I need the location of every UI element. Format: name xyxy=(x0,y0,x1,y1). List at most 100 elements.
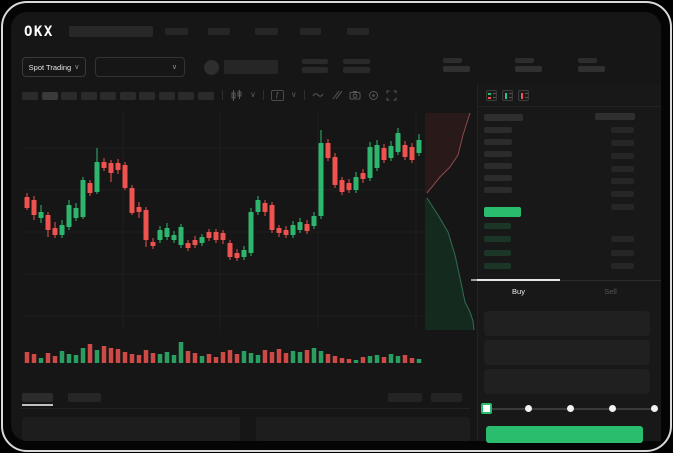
candle-body xyxy=(304,224,310,231)
tab-sell[interactable]: Sell xyxy=(604,287,617,296)
indicators-icon[interactable]: ƒ xyxy=(270,89,284,101)
candle-body xyxy=(346,183,352,190)
volume-bar xyxy=(108,348,114,363)
volume-bar xyxy=(171,355,177,363)
ask-row-placeholder[interactable] xyxy=(484,187,512,193)
amount-input-placeholder[interactable] xyxy=(484,340,650,365)
depth-asks-line xyxy=(426,112,471,194)
pair-name-placeholder xyxy=(224,60,278,74)
nav-item-placeholder[interactable] xyxy=(347,28,369,35)
volume-bar xyxy=(24,352,30,363)
stat-value-placeholder xyxy=(302,67,328,73)
volume-bar xyxy=(150,353,156,363)
timeframe-button-placeholder[interactable] xyxy=(22,92,38,100)
candle-body xyxy=(416,140,422,153)
bid-row-placeholder[interactable] xyxy=(484,236,511,242)
candle-body xyxy=(374,145,380,168)
candle-body xyxy=(290,225,296,235)
market-type-dropdown[interactable]: Spot Trading ∨ xyxy=(22,57,86,77)
timeframe-button-placeholder[interactable] xyxy=(80,92,97,100)
timeframe-button-placeholder[interactable] xyxy=(119,92,136,100)
tab-divider xyxy=(477,280,661,281)
coin-avatar xyxy=(204,60,219,75)
candle-body xyxy=(255,200,261,212)
candle-body xyxy=(213,232,219,240)
book-view-asks-icon[interactable] xyxy=(518,90,529,101)
candle-body xyxy=(283,230,289,235)
bottom-tab-underline xyxy=(22,404,53,406)
screenshot-icon[interactable] xyxy=(349,90,361,100)
candle-body xyxy=(52,228,58,235)
candle-body xyxy=(31,200,37,215)
drawing-tools-icon[interactable] xyxy=(331,90,342,100)
ask-row-placeholder[interactable] xyxy=(484,175,512,181)
candle-body xyxy=(388,146,394,158)
volume-bar xyxy=(101,346,107,363)
volume-bar xyxy=(339,358,345,363)
volume-bar xyxy=(402,355,408,363)
candle-style-icon[interactable] xyxy=(230,89,243,101)
candle-body xyxy=(409,147,415,160)
chevron-down-icon[interactable]: ∨ xyxy=(250,90,256,99)
candle-body xyxy=(157,230,163,240)
ask-row-placeholder[interactable] xyxy=(484,127,512,133)
slider-stop-75[interactable] xyxy=(608,405,616,412)
ask-row-placeholder[interactable] xyxy=(484,163,512,169)
volume-bar xyxy=(129,354,135,363)
book-amount-placeholder xyxy=(611,166,634,172)
bottom-action-placeholder[interactable] xyxy=(431,393,462,402)
ask-row-placeholder[interactable] xyxy=(484,139,512,145)
nav-item-placeholder[interactable] xyxy=(165,28,188,35)
candle-body xyxy=(360,173,366,179)
volume-bar xyxy=(38,358,44,363)
timeframe-button-placeholder[interactable] xyxy=(139,92,155,100)
timeframe-button-placeholder[interactable] xyxy=(100,92,116,100)
fullscreen-icon[interactable] xyxy=(386,90,397,101)
volume-bar xyxy=(45,353,51,363)
candle-body xyxy=(192,240,198,245)
bid-row-placeholder[interactable] xyxy=(484,223,511,229)
depth-asks-area xyxy=(425,113,470,193)
bottom-tab-active-placeholder[interactable] xyxy=(22,393,53,402)
price-input-placeholder[interactable] xyxy=(484,311,650,336)
candle-body xyxy=(94,162,100,192)
book-view-all-icon[interactable] xyxy=(486,90,497,101)
timeframe-button-placeholder[interactable] xyxy=(178,92,194,100)
candle-body xyxy=(178,227,184,245)
timeframe-button-placeholder[interactable] xyxy=(197,92,214,100)
slider-stop-100[interactable] xyxy=(650,405,658,412)
header-search-placeholder[interactable] xyxy=(69,26,153,37)
candle-body xyxy=(80,180,86,217)
timeframe-button-placeholder[interactable] xyxy=(41,92,58,100)
nav-item-placeholder[interactable] xyxy=(300,28,321,35)
ask-row-placeholder[interactable] xyxy=(484,151,512,157)
nav-item-placeholder[interactable] xyxy=(255,28,278,35)
pair-selector-dropdown[interactable]: ∨ xyxy=(95,57,185,77)
timeframe-button-placeholder[interactable] xyxy=(61,92,77,100)
timeframe-button-placeholder[interactable] xyxy=(158,92,175,100)
book-amount-placeholder xyxy=(611,191,634,197)
slider-handle[interactable] xyxy=(481,403,492,414)
tab-buy[interactable]: Buy xyxy=(512,287,525,296)
slider-stop-50[interactable] xyxy=(566,405,574,412)
bottom-tab-placeholder[interactable] xyxy=(68,393,101,402)
volume-bar xyxy=(122,352,128,363)
line-chart-icon[interactable] xyxy=(312,91,324,99)
volume-bar xyxy=(115,349,121,363)
chevron-down-icon[interactable]: ∨ xyxy=(290,90,297,99)
okx-logo[interactable]: OKX xyxy=(24,24,54,40)
buy-submit-button[interactable] xyxy=(486,426,643,443)
bottom-action-placeholder[interactable] xyxy=(388,393,422,402)
slider-stop-25[interactable] xyxy=(524,405,532,412)
bid-row-placeholder[interactable] xyxy=(484,263,511,269)
bid-row-placeholder[interactable] xyxy=(484,250,511,256)
book-view-bids-icon[interactable] xyxy=(502,90,513,101)
last-price-bar[interactable] xyxy=(484,207,521,217)
candle-body xyxy=(150,242,156,246)
nav-item-placeholder[interactable] xyxy=(208,28,230,35)
volume-bar xyxy=(234,354,240,363)
total-input-placeholder[interactable] xyxy=(484,369,650,394)
settings-icon[interactable] xyxy=(368,90,379,101)
candle-body xyxy=(108,163,114,173)
